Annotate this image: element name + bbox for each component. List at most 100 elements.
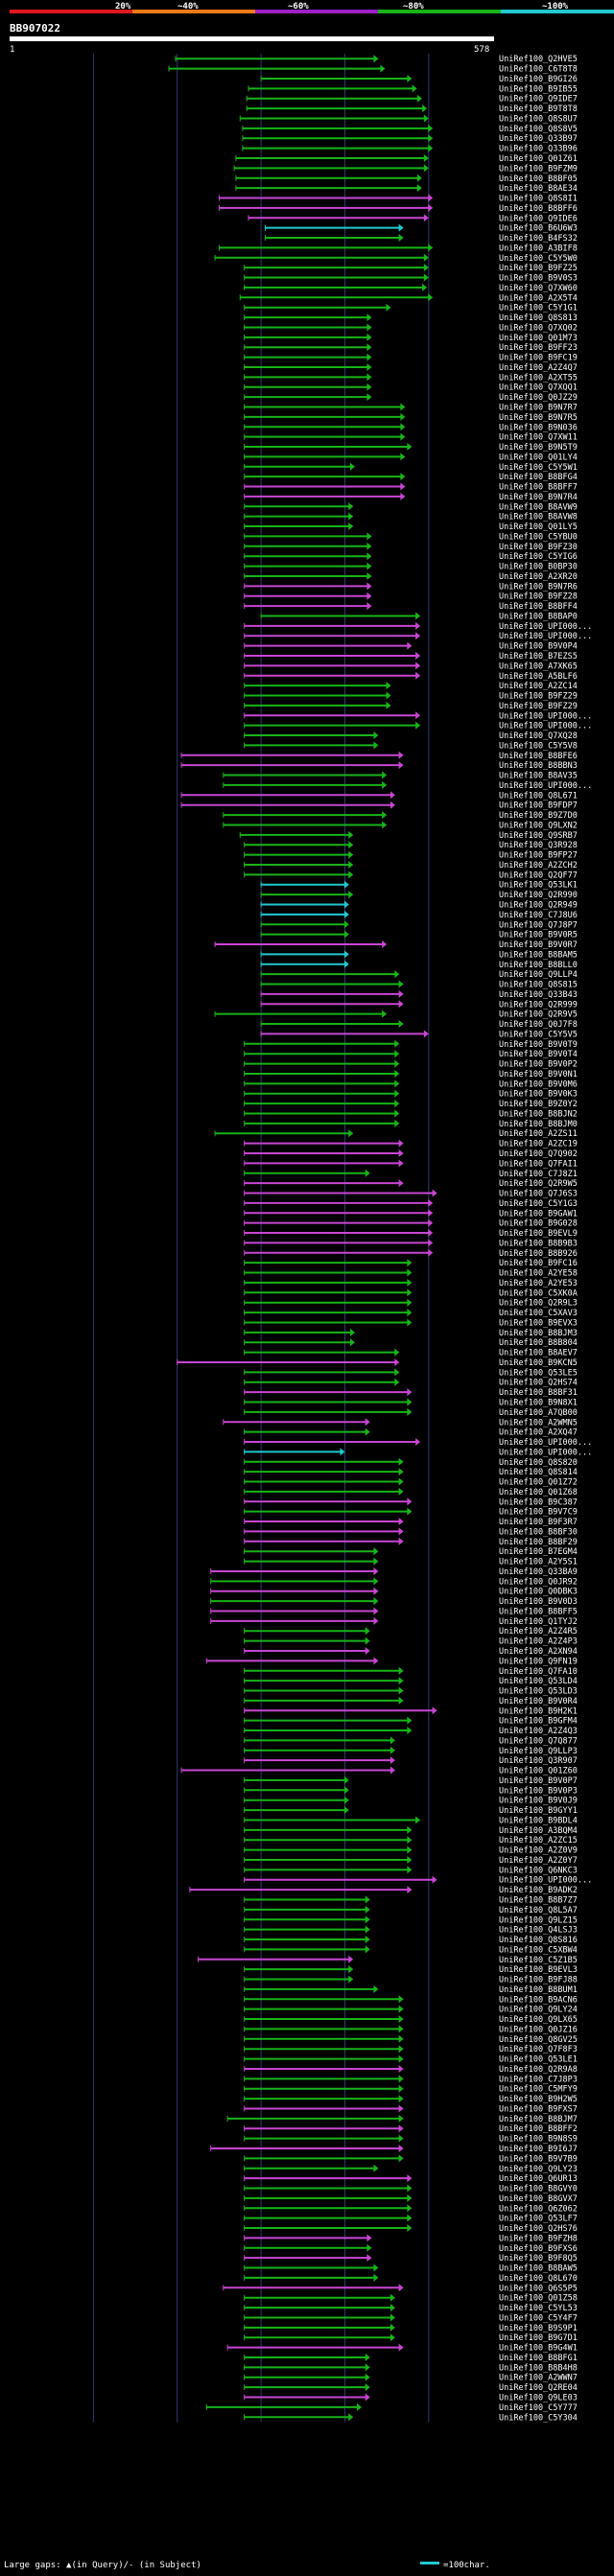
hit-label[interactable]: UniRef100_Q8L670 (499, 2274, 578, 2284)
hit-row[interactable]: UniRef100_Q7XW60 (244, 283, 578, 293)
hit-label[interactable]: UniRef100_Q0JZ29 (499, 393, 578, 403)
hit-label[interactable]: UniRef100_C5XBW4 (499, 1945, 578, 1955)
hit-row[interactable]: UniRef100_C5Y304 (244, 2413, 578, 2423)
hit-row[interactable]: UniRef100_B9V0N1 (244, 1069, 578, 1079)
hit-label[interactable]: UniRef100_C5YL53 (499, 2304, 578, 2313)
hit-row[interactable]: UniRef100_A5BLF6 (244, 671, 578, 682)
hit-label[interactable]: UniRef100_B8BUM1 (499, 1985, 578, 1995)
hit-label[interactable]: UniRef100_Q01Z61 (499, 154, 578, 164)
hit-row[interactable]: UniRef100_Q2R990 (260, 891, 578, 900)
hit-row[interactable]: UniRef100_B8AEV7 (244, 1348, 578, 1358)
hit-row[interactable]: UniRef100_B9FZ28 (244, 592, 578, 602)
hit-row[interactable]: UniRef100_Q2R9L3 (244, 1298, 578, 1309)
hit-label[interactable]: UniRef100_C5YIG6 (499, 552, 578, 562)
hit-row[interactable]: UniRef100_B9FZ25 (244, 264, 578, 273)
hit-row[interactable]: UniRef100_B8BLL0 (260, 960, 578, 970)
hit-label[interactable]: UniRef100_A2Z4Q3 (499, 1727, 578, 1736)
hit-label[interactable]: UniRef100_Q8S816 (499, 1936, 578, 1945)
hit-label[interactable]: UniRef100_C7J8U6 (499, 911, 578, 920)
hit-row[interactable]: UniRef100_A2ZS11 (214, 1129, 578, 1139)
hit-label[interactable]: UniRef100_Q53LK1 (499, 881, 578, 891)
hit-row[interactable]: UniRef100_B8BBN3 (180, 761, 578, 771)
hit-row[interactable]: UniRef100_B9V0P3 (244, 1786, 578, 1796)
hit-label[interactable]: UniRef100_A2Z0V9 (499, 1846, 578, 1856)
hit-row[interactable]: UniRef100_Q6Z062 (244, 2204, 578, 2214)
hit-label[interactable]: UniRef100_B9FZH8 (499, 2234, 578, 2243)
hit-row[interactable]: UniRef100_B8BFF5 (210, 1607, 578, 1616)
hit-row[interactable]: UniRef100_B9G7D1 (244, 2333, 578, 2343)
hit-label[interactable]: UniRef100_B9G4W1 (499, 2344, 578, 2354)
hit-row[interactable]: UniRef100_B8BJM3 (244, 1328, 578, 1338)
hit-row[interactable]: UniRef100_Q01Z72 (244, 1477, 578, 1488)
hit-row[interactable]: UniRef100_B9GAW1 (244, 1209, 578, 1218)
hit-label[interactable]: UniRef100_B8AVW9 (499, 502, 578, 512)
hit-label[interactable]: UniRef100_C6T8T8 (499, 65, 578, 75)
hit-row[interactable]: UniRef100_B8BFE6 (180, 751, 578, 761)
hit-row[interactable]: UniRef100_Q9LY23 (244, 2164, 578, 2174)
hit-label[interactable]: UniRef100_UPI000... (499, 632, 592, 641)
hit-label[interactable]: UniRef100_B9V0S3 (499, 274, 578, 284)
hit-row[interactable]: UniRef100_C5MFY9 (244, 2084, 578, 2095)
hit-label[interactable]: UniRef100_C5Y1G1 (499, 304, 578, 313)
hit-label[interactable]: UniRef100_Q6NKC3 (499, 1866, 578, 1875)
hit-label[interactable]: UniRef100_A2XN94 (499, 1647, 578, 1657)
hit-label[interactable]: UniRef100_B9F3R7 (499, 1518, 578, 1527)
hit-label[interactable]: UniRef100_B8BAW5 (499, 2264, 578, 2274)
hit-row[interactable]: UniRef100_B9V0R7 (214, 940, 578, 950)
hit-label[interactable]: UniRef100_B9N7R6 (499, 582, 578, 592)
hit-row[interactable]: UniRef100_B9V0J9 (244, 1796, 578, 1806)
hit-label[interactable]: UniRef100_B8BF31 (499, 1388, 578, 1398)
hit-label[interactable]: UniRef100_UPI000... (499, 711, 592, 721)
hit-row[interactable]: UniRef100_B8BAM5 (260, 950, 578, 960)
hit-label[interactable]: UniRef100_B9V0R4 (499, 1697, 578, 1706)
hit-label[interactable]: UniRef100_B9V0M6 (499, 1079, 578, 1089)
hit-row[interactable]: UniRef100_Q8L671 (180, 791, 578, 801)
hit-row[interactable]: UniRef100_Q1TYJ2 (210, 1616, 578, 1627)
hit-row[interactable]: UniRef100_Q0DBK3 (210, 1587, 578, 1597)
hit-row[interactable]: UniRef100_B9G028 (244, 1218, 578, 1229)
hit-row[interactable]: UniRef100_Q7Q902 (244, 1149, 578, 1159)
hit-label[interactable]: UniRef100_B8BFF7 (499, 483, 578, 493)
hit-label[interactable]: UniRef100_B8BAP0 (499, 612, 578, 621)
hit-row[interactable]: UniRef100_A2Z4P3 (244, 1636, 578, 1647)
hit-label[interactable]: UniRef100_B9G028 (499, 1219, 578, 1229)
hit-row[interactable]: UniRef100_A3BQM4 (244, 1825, 578, 1836)
hit-label[interactable]: UniRef100_Q7Q902 (499, 1149, 578, 1159)
hit-row[interactable]: UniRef100_Q53LK1 (260, 880, 578, 891)
hit-row[interactable]: UniRef100_A7XK65 (244, 661, 578, 671)
hit-row[interactable]: UniRef100_B8B7Z7 (244, 1895, 578, 1905)
hit-label[interactable]: UniRef100_Q2R949 (499, 900, 578, 910)
hit-row[interactable]: UniRef100_B9V0R4 (244, 1696, 578, 1706)
hit-row[interactable]: UniRef100_Q2QF77 (244, 870, 578, 880)
hit-row[interactable]: UniRef100_B9V0P2 (244, 1059, 578, 1070)
hit-label[interactable]: UniRef100_B9N7R4 (499, 493, 578, 502)
hit-label[interactable]: UniRef100_Q9LX65 (499, 2015, 578, 2025)
hit-row[interactable]: UniRef100_B8AVW8 (244, 512, 578, 522)
hit-row[interactable]: UniRef100_B8BF05 (235, 174, 578, 184)
hit-label[interactable]: UniRef100_A5BLF6 (499, 672, 578, 682)
hit-row[interactable]: UniRef100_B8BF31 (244, 1388, 578, 1398)
hit-row[interactable]: UniRef100_B9BDL4 (244, 1816, 578, 1825)
hit-label[interactable]: UniRef100_B8BF30 (499, 1527, 578, 1537)
hit-label[interactable]: UniRef100_Q9LXN2 (499, 821, 578, 830)
hit-row[interactable]: UniRef100_Q9LXN2 (223, 821, 578, 830)
hit-label[interactable]: UniRef100_B8BJM3 (499, 1329, 578, 1338)
hit-label[interactable]: UniRef100_A2YE58 (499, 1269, 578, 1279)
hit-label[interactable]: UniRef100_B9FXS6 (499, 2244, 578, 2254)
hit-row[interactable]: UniRef100_A2XQ47 (244, 1427, 578, 1438)
hit-row[interactable]: UniRef100_B9FDP7 (180, 801, 578, 811)
hit-label[interactable]: UniRef100_Q7XQ28 (499, 731, 578, 741)
hit-row[interactable]: UniRef100_C5Y5V5 (260, 1030, 578, 1039)
hit-row[interactable]: UniRef100_Q9LZ15 (244, 1915, 578, 1925)
hit-row[interactable]: UniRef100_B8BJM0 (244, 1119, 578, 1129)
hit-label[interactable]: UniRef100_B9V0P4 (499, 642, 578, 652)
hit-row[interactable]: UniRef100_B9V0P4 (244, 641, 578, 652)
hit-row[interactable]: UniRef100_A2ZCH2 (244, 860, 578, 870)
hit-label[interactable]: UniRef100_B9FZ28 (499, 592, 578, 602)
hit-label[interactable]: UniRef100_Q2R9A8 (499, 2065, 578, 2075)
hit-row[interactable]: UniRef100_UPI000... (244, 621, 593, 632)
hit-label[interactable]: UniRef100_Q01LY4 (499, 453, 578, 462)
hit-row[interactable]: UniRef100_Q8S815 (260, 980, 578, 990)
hit-label[interactable]: UniRef100_UPI000... (499, 1438, 592, 1448)
hit-label[interactable]: UniRef100_Q2HS76 (499, 2224, 578, 2234)
